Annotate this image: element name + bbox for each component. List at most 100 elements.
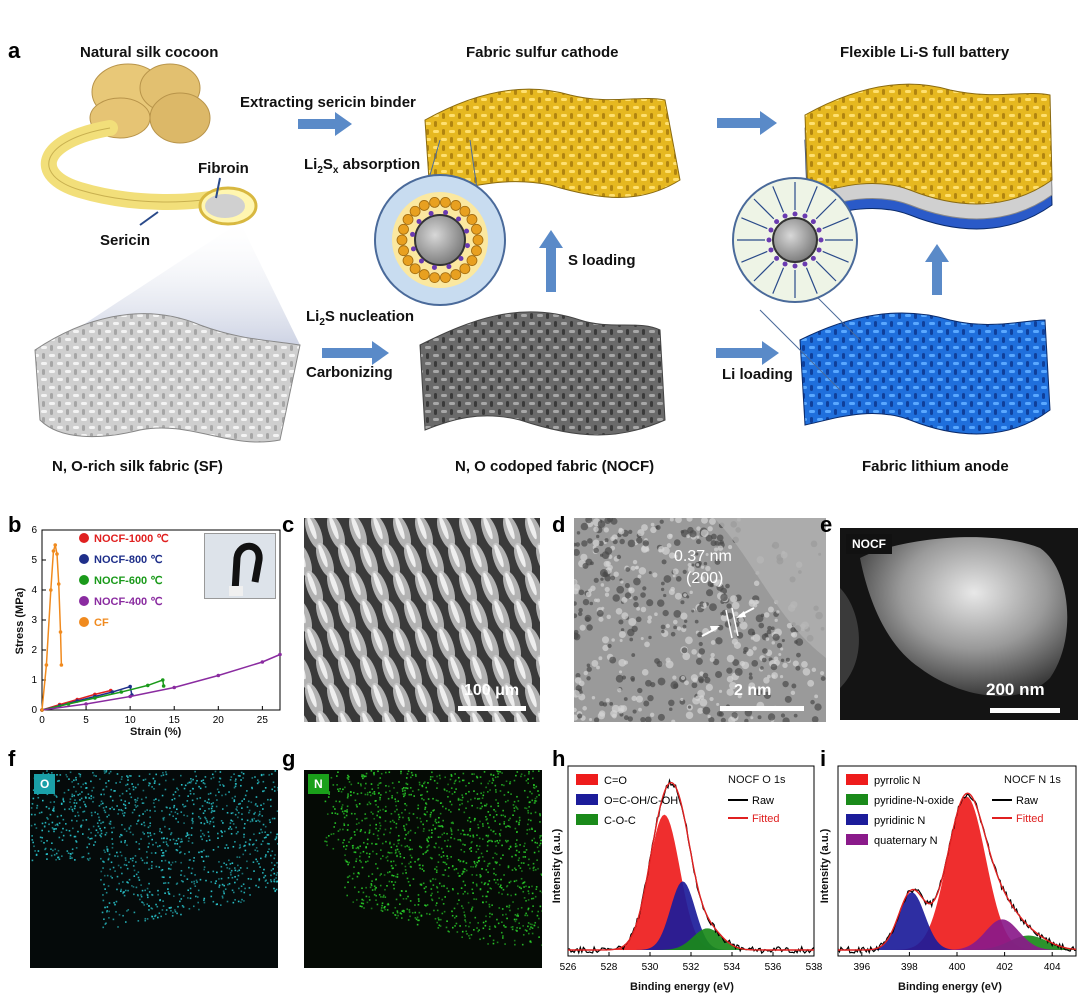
eds-pixel bbox=[100, 835, 102, 838]
eds-pixel bbox=[55, 858, 57, 861]
eds-pixel bbox=[520, 906, 523, 909]
eds-pixel bbox=[540, 873, 542, 875]
eds-pixel bbox=[406, 773, 409, 775]
eds-pixel bbox=[124, 889, 127, 892]
eds-pixel bbox=[226, 804, 228, 807]
eds-pixel bbox=[486, 840, 489, 843]
eds-pixel bbox=[348, 861, 350, 864]
eds-pixel bbox=[501, 893, 503, 895]
eds-pixel bbox=[267, 834, 270, 836]
eds-pixel bbox=[222, 890, 225, 892]
legend-label: NOCF-800 ℃ bbox=[94, 554, 163, 566]
eds-pixel bbox=[487, 835, 489, 838]
eds-pixel bbox=[206, 821, 209, 824]
eds-pixel bbox=[375, 853, 378, 855]
eds-pixel bbox=[372, 850, 374, 853]
eds-pixel bbox=[240, 901, 242, 904]
eds-pixel bbox=[332, 847, 335, 850]
eds-pixel bbox=[234, 813, 237, 816]
eds-pixel bbox=[176, 882, 179, 885]
eds-pixel bbox=[491, 840, 493, 843]
eds-pixel bbox=[449, 811, 452, 813]
lattice-speck bbox=[642, 540, 649, 547]
eds-pixel bbox=[160, 849, 163, 852]
eds-pixel bbox=[473, 790, 475, 792]
li-nucleus bbox=[802, 213, 808, 219]
eds-pixel bbox=[440, 918, 442, 921]
eds-pixel bbox=[179, 841, 182, 843]
eds-pixel bbox=[477, 848, 480, 851]
eds-pixel bbox=[275, 874, 278, 876]
eds-pixel bbox=[207, 793, 210, 795]
eds-pixel bbox=[431, 892, 433, 895]
eds-pixel bbox=[244, 794, 247, 797]
eds-pixel bbox=[431, 832, 433, 834]
eds-pixel bbox=[105, 770, 108, 772]
eds-pixel bbox=[193, 880, 195, 883]
eds-pixel bbox=[516, 926, 518, 929]
eds-pixel bbox=[237, 900, 240, 903]
eds-pixel bbox=[480, 802, 482, 804]
eds-pixel bbox=[71, 848, 74, 851]
lattice-speck bbox=[629, 637, 634, 642]
eds-pixel bbox=[170, 909, 172, 912]
eds-pixel bbox=[254, 849, 257, 852]
eds-pixel bbox=[436, 775, 438, 778]
eds-pixel bbox=[343, 816, 346, 819]
eds-pixel bbox=[394, 800, 397, 803]
eds-pixel bbox=[186, 832, 189, 834]
eds-pixel bbox=[481, 895, 484, 898]
lattice-speck bbox=[697, 631, 703, 638]
series-point bbox=[44, 663, 49, 667]
eds-pixel bbox=[129, 793, 131, 795]
eds-pixel bbox=[402, 897, 405, 900]
lattice-speck bbox=[618, 619, 624, 625]
eds-pixel bbox=[517, 915, 519, 917]
eds-pixel bbox=[72, 810, 74, 813]
eds-pixel bbox=[532, 862, 535, 865]
eds-pixel bbox=[471, 907, 473, 910]
polysulfide-particle bbox=[418, 269, 430, 280]
eds-pixel bbox=[223, 862, 225, 865]
eds-pixel bbox=[377, 792, 380, 795]
eds-pixel bbox=[429, 778, 432, 781]
eds-pixel bbox=[530, 812, 532, 815]
eds-pixel bbox=[353, 866, 355, 868]
eds-pixel bbox=[203, 822, 206, 825]
eds-pixel bbox=[133, 869, 136, 872]
eds-pixel bbox=[198, 785, 200, 788]
eds-pixel bbox=[235, 808, 238, 810]
eds-pixel bbox=[149, 782, 151, 785]
lattice-speck bbox=[733, 641, 742, 649]
lattice-speck bbox=[767, 713, 776, 721]
eds-pixel bbox=[418, 781, 421, 784]
eds-pixel bbox=[228, 859, 230, 862]
series-point bbox=[160, 678, 165, 682]
eds-pixel bbox=[470, 910, 472, 912]
eds-pixel bbox=[103, 809, 106, 812]
eds-pixel bbox=[444, 896, 446, 898]
eds-pixel bbox=[379, 816, 382, 819]
lattice-speck bbox=[737, 694, 742, 699]
series-point bbox=[260, 660, 265, 664]
li2s-particle bbox=[456, 216, 462, 222]
eds-pixel bbox=[530, 926, 532, 928]
eds-pixel bbox=[501, 908, 504, 910]
lattice-speck bbox=[574, 578, 578, 586]
eds-pixel bbox=[356, 875, 359, 878]
eds-pixel bbox=[43, 841, 45, 844]
eds-pixel bbox=[74, 815, 77, 817]
lattice-speck bbox=[757, 715, 762, 720]
eds-pixel bbox=[221, 895, 224, 898]
eds-pixel bbox=[384, 896, 387, 898]
eds-pixel bbox=[127, 776, 129, 779]
eds-pixel bbox=[258, 832, 261, 835]
eds-pixel bbox=[485, 920, 487, 923]
eds-pixel bbox=[255, 884, 257, 887]
eds-pixel bbox=[88, 797, 91, 799]
lattice-speck bbox=[796, 652, 801, 658]
eds-pixel bbox=[476, 927, 478, 929]
eds-pixel bbox=[210, 895, 213, 898]
eds-pixel bbox=[482, 921, 485, 924]
legend-swatch bbox=[576, 814, 598, 825]
